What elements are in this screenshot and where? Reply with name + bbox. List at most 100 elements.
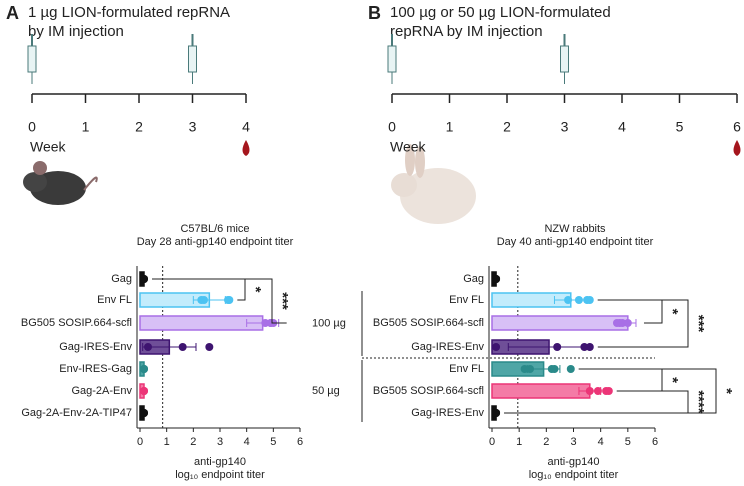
significance-label: *** xyxy=(274,292,291,310)
timeline-label: 1 xyxy=(446,119,454,135)
timeline-label: 2 xyxy=(135,119,143,135)
significance-bracket xyxy=(152,278,287,324)
timeline-label: 4 xyxy=(618,119,626,135)
timeline-label: 2 xyxy=(503,119,511,135)
x-axis-label: anti-gp140 xyxy=(194,456,246,468)
timeline-label: 3 xyxy=(189,119,197,135)
bar xyxy=(491,315,629,331)
chart-title: C57BL/6 mice xyxy=(180,223,249,235)
category-label: Gag xyxy=(111,273,132,285)
rabbit-icon xyxy=(391,144,476,224)
category-label: Gag-IRES-Env xyxy=(411,341,484,353)
x-tick-label: 3 xyxy=(217,436,223,448)
category-label: Gag-2A-Env-2A-TIP47 xyxy=(21,407,132,419)
panel-heading: 100 µg or 50 µg LION-formulated xyxy=(390,4,611,21)
blood-drop xyxy=(242,140,250,156)
x-axis-label: anti-gp140 xyxy=(548,456,600,468)
x-tick-label: 6 xyxy=(652,436,658,448)
category-label: Env FL xyxy=(449,294,484,306)
x-tick-label: 5 xyxy=(625,436,631,448)
syringe xyxy=(188,45,197,73)
panel-heading: 1 µg LION-formulated repRNA xyxy=(28,4,230,21)
bar xyxy=(491,383,591,399)
group-label: 50 µg xyxy=(312,385,340,397)
significance-label: *** xyxy=(690,315,707,333)
bar xyxy=(139,315,264,331)
x-tick-label: 3 xyxy=(570,436,576,448)
data-point xyxy=(585,343,594,351)
x-tick-label: 0 xyxy=(137,436,143,448)
panel-letter: A xyxy=(6,3,19,23)
data-point xyxy=(526,365,535,373)
syringe xyxy=(387,45,397,73)
timeline-unit: Week xyxy=(390,139,427,155)
significance-label: **** xyxy=(690,390,707,414)
data-point xyxy=(140,275,148,283)
blood-drop xyxy=(733,140,741,156)
panel-letter: B xyxy=(368,3,381,23)
category-label: Gag-IRES-Env xyxy=(411,407,484,419)
x-tick-label: 2 xyxy=(543,436,549,448)
data-point xyxy=(574,296,583,304)
data-point xyxy=(566,365,575,373)
data-point xyxy=(205,343,214,351)
chart-title: Day 28 anti-gp140 endpoint titer xyxy=(137,236,294,248)
x-tick-label: 6 xyxy=(297,436,303,448)
mouse-icon xyxy=(23,161,98,205)
category-label: Env FL xyxy=(449,363,484,375)
syringe xyxy=(560,45,569,73)
x-axis-label: log₁₀ endpoint titer xyxy=(529,469,619,481)
data-point xyxy=(553,343,562,351)
x-tick-label: 2 xyxy=(190,436,196,448)
data-point xyxy=(550,365,559,373)
timeline-label: 3 xyxy=(561,119,569,135)
category-label: Env FL xyxy=(97,294,132,306)
timeline-label: 0 xyxy=(28,119,36,135)
chart-title: NZW rabbits xyxy=(544,223,606,235)
panel-heading: by IM injection xyxy=(28,23,124,40)
timeline-label: 1 xyxy=(82,119,90,135)
category-label: BG505 SOSIP.664-scfl xyxy=(21,317,132,329)
significance-label: * xyxy=(664,377,681,383)
timeline-label: 6 xyxy=(733,119,741,135)
group-label: 100 µg xyxy=(312,317,346,329)
data-point xyxy=(564,296,573,304)
x-axis-label: log₁₀ endpoint titer xyxy=(175,469,265,481)
syringe xyxy=(27,45,37,73)
x-tick-label: 4 xyxy=(598,436,604,448)
data-point xyxy=(492,275,501,283)
data-point xyxy=(178,343,187,351)
significance-bracket xyxy=(504,368,717,414)
data-point xyxy=(140,365,148,373)
data-point xyxy=(140,409,148,417)
significance-label: * xyxy=(664,309,681,315)
data-point xyxy=(585,296,594,304)
data-point xyxy=(604,387,613,395)
category-label: BG505 SOSIP.664-scfl xyxy=(373,317,484,329)
category-label: Gag xyxy=(463,273,484,285)
data-point xyxy=(140,387,148,395)
data-point xyxy=(593,387,602,395)
x-tick-label: 1 xyxy=(164,436,170,448)
significance-bracket xyxy=(597,299,689,348)
category-label: Env-IRES-Gag xyxy=(59,363,132,375)
data-point xyxy=(144,343,152,351)
x-tick-label: 0 xyxy=(489,436,495,448)
timeline-label: 5 xyxy=(676,119,684,135)
timeline-unit: Week xyxy=(30,139,67,155)
category-label: Gag-IRES-Env xyxy=(59,341,132,353)
data-point xyxy=(200,296,208,304)
category-label: Gag-2A-Env xyxy=(71,385,132,397)
timeline-label: 0 xyxy=(388,119,396,135)
category-label: BG505 SOSIP.664-scfl xyxy=(373,385,484,397)
significance-label: * xyxy=(718,388,735,394)
chart-title: Day 40 anti-gp140 endpoint titer xyxy=(497,236,654,248)
data-point xyxy=(585,387,594,395)
data-point xyxy=(492,409,501,417)
panel-heading: repRNA by IM injection xyxy=(390,23,543,40)
x-tick-label: 5 xyxy=(270,436,276,448)
x-tick-label: 1 xyxy=(516,436,522,448)
timeline-label: 4 xyxy=(242,119,250,135)
data-point xyxy=(623,319,632,327)
